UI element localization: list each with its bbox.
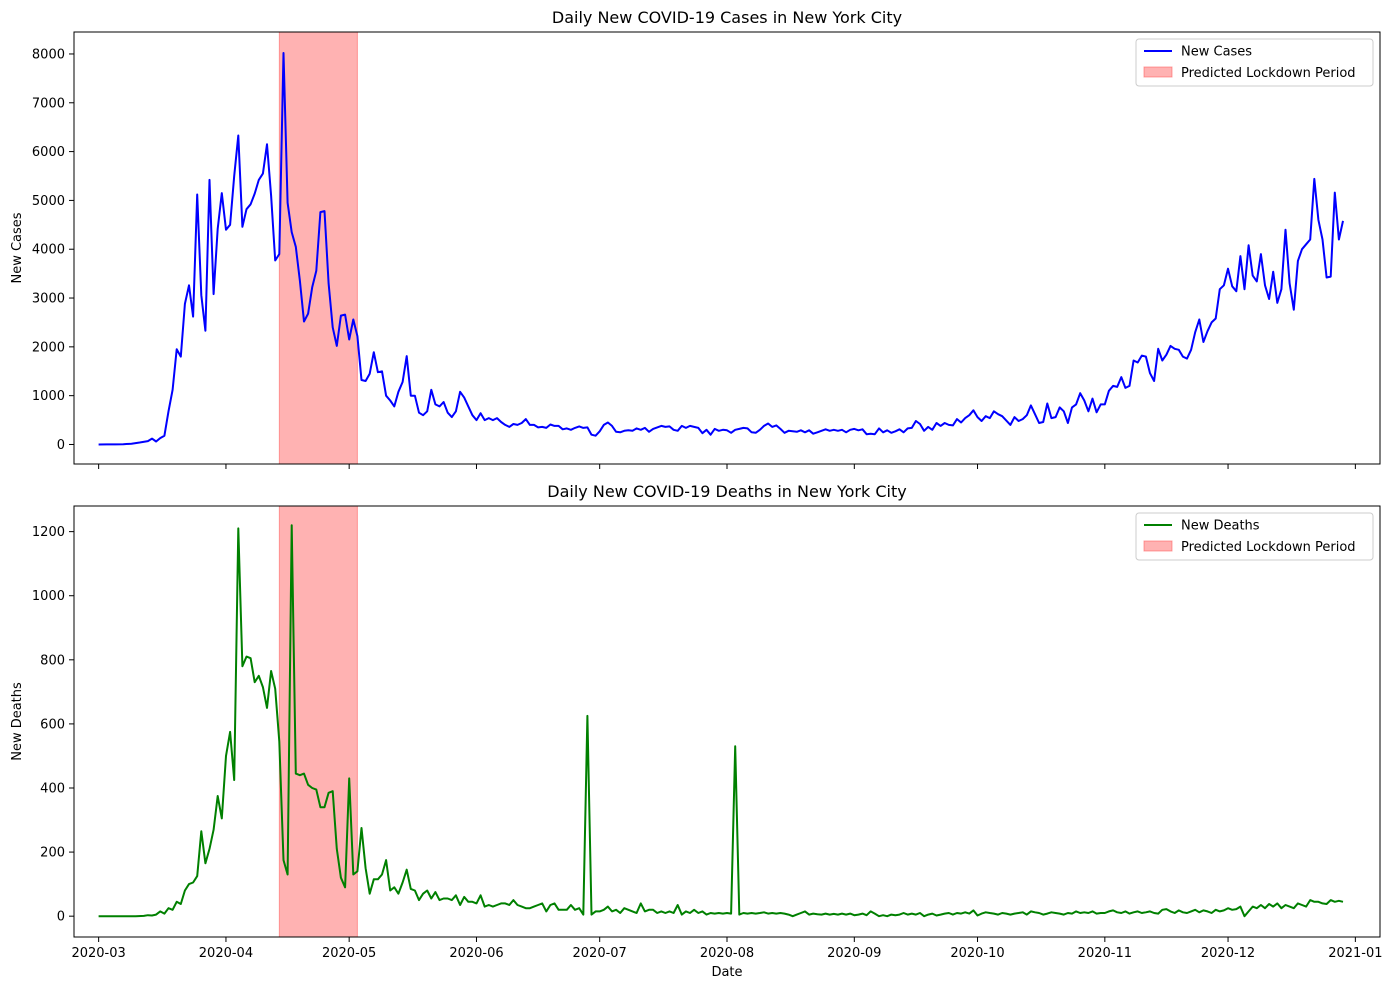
legend-label-lockdown: Predicted Lockdown Period <box>1181 66 1356 81</box>
x-tick-label: 2021-01 <box>1328 946 1382 961</box>
y-tick-label: 2000 <box>32 340 65 355</box>
x-tick-label: 2020-12 <box>1201 946 1255 961</box>
legend-label-lockdown: Predicted Lockdown Period <box>1181 540 1356 555</box>
x-axis-label: Date <box>711 965 742 980</box>
x-tick-label: 2020-09 <box>827 946 881 961</box>
x-tick-label: 2020-07 <box>573 946 627 961</box>
new-cases-line <box>98 52 1344 446</box>
y-tick-label: 5000 <box>32 194 65 209</box>
y-tick-label: 600 <box>40 717 65 732</box>
cases-panel: 0 1000 2000 3000 4000 5000 6000 7000 8000 Daily … <box>10 8 1381 469</box>
new-deaths-line <box>98 524 1344 918</box>
x-tick-label: 2020-04 <box>199 946 253 961</box>
axes-frame <box>73 31 1381 465</box>
y-tick-label: 3000 <box>32 292 65 307</box>
x-tick-label: 2020-11 <box>1078 946 1132 961</box>
cases-legend: New Cases Predicted Lockdown Period <box>1135 38 1374 87</box>
legend-swatch-lockdown <box>1143 66 1173 78</box>
legend-swatch-lockdown <box>1143 540 1173 552</box>
y-tick-label: 7000 <box>32 96 65 111</box>
legend-box <box>1135 512 1374 561</box>
x-tick-label: 2020-05 <box>322 946 376 961</box>
legend-box <box>1135 38 1374 87</box>
y-axis-ticks: 0 200 400 600 800 1000 1200 <box>32 525 74 925</box>
y-axis-ticks: 0 1000 2000 3000 4000 5000 6000 7000 8000 <box>32 47 74 453</box>
cases-y-axis-label: New Cases <box>10 212 25 283</box>
y-tick-label: 0 <box>57 438 65 453</box>
x-tick-label: 2020-08 <box>700 946 754 961</box>
y-tick-label: 800 <box>40 653 65 668</box>
axes-frame <box>73 505 1381 938</box>
legend-label-new-cases: New Cases <box>1181 45 1252 60</box>
deaths-y-axis-label: New Deaths <box>10 682 25 761</box>
x-tick-label: 2020-06 <box>449 946 503 961</box>
x-tick-label: 2020-10 <box>950 946 1004 961</box>
y-tick-label: 6000 <box>32 145 65 160</box>
y-tick-label: 8000 <box>32 47 65 62</box>
y-tick-label: 200 <box>40 846 65 861</box>
deaths-legend: New Deaths Predicted Lockdown Period <box>1135 512 1374 561</box>
legend-label-new-deaths: New Deaths <box>1181 519 1260 534</box>
deaths-chart-title: Daily New COVID-19 Deaths in New York Ci… <box>547 482 906 501</box>
y-tick-label: 1000 <box>32 389 65 404</box>
y-tick-label: 1000 <box>32 589 65 604</box>
x-tick-label: 2020-03 <box>71 946 125 961</box>
y-tick-label: 4000 <box>32 243 65 258</box>
x-axis-ticks <box>98 464 1356 469</box>
y-tick-label: 0 <box>57 910 65 925</box>
y-tick-label: 400 <box>40 781 65 796</box>
cases-chart-title: Daily New COVID-19 Cases in New York Cit… <box>552 8 902 27</box>
y-tick-label: 1200 <box>32 525 65 540</box>
x-axis-ticks: 2020-03 2020-04 2020-05 2020-06 2020-07 2020-… <box>71 937 1383 961</box>
